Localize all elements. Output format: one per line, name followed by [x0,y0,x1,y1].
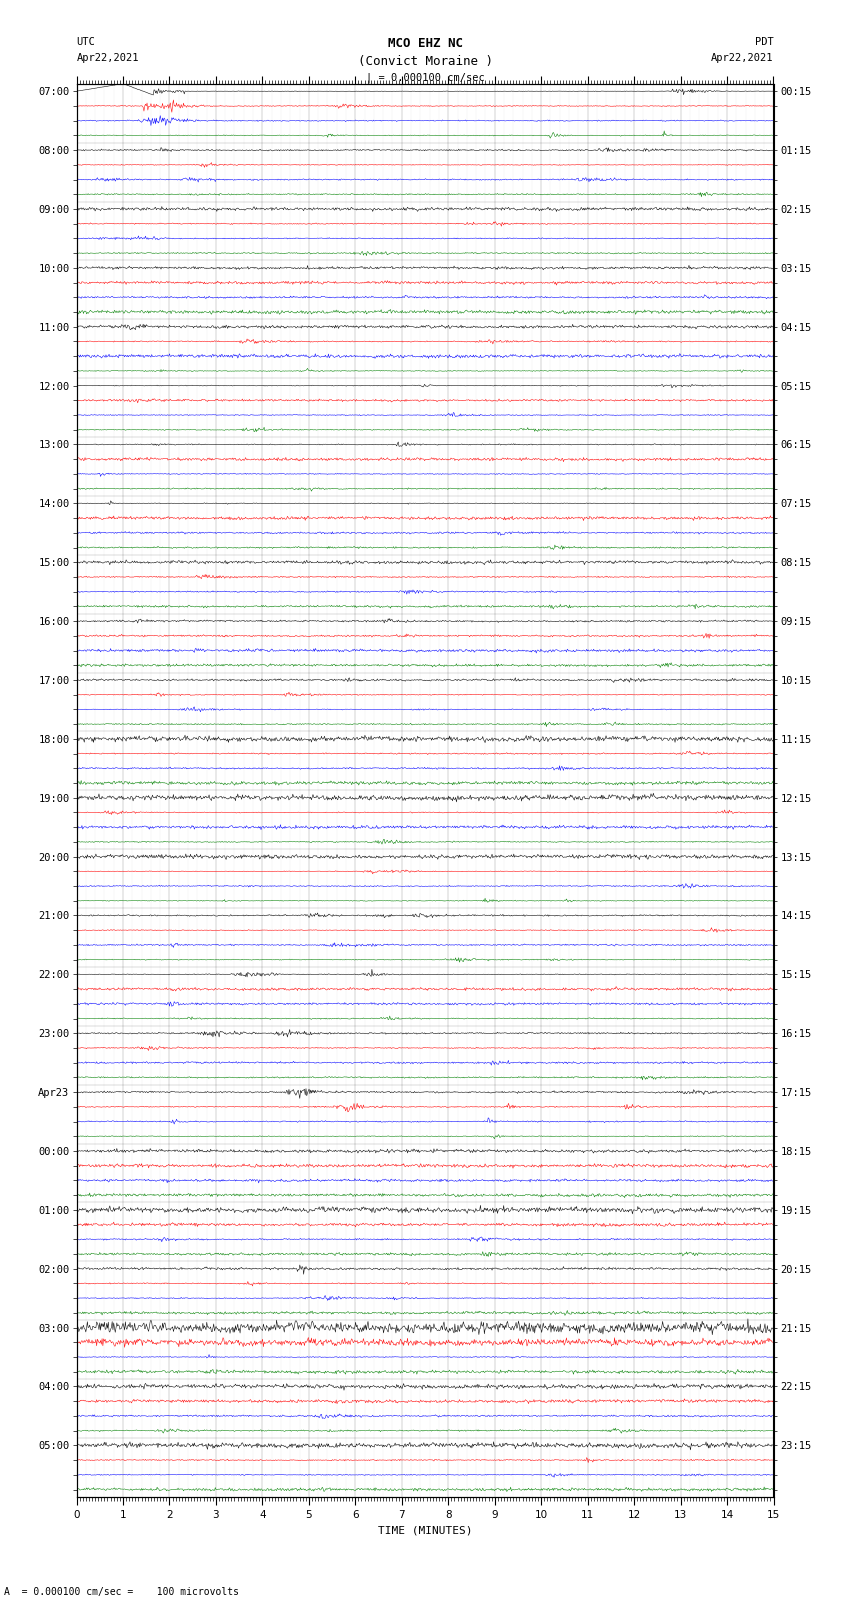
Text: Apr22,2021: Apr22,2021 [76,53,139,63]
Text: A  = 0.000100 cm/sec =    100 microvolts: A = 0.000100 cm/sec = 100 microvolts [4,1587,239,1597]
Text: MCO EHZ NC: MCO EHZ NC [388,37,462,50]
Text: (Convict Moraine ): (Convict Moraine ) [358,55,492,68]
Text: Apr22,2021: Apr22,2021 [711,53,774,63]
Text: PDT: PDT [755,37,774,47]
Text: | = 0.000100 cm/sec: | = 0.000100 cm/sec [366,73,484,84]
X-axis label: TIME (MINUTES): TIME (MINUTES) [377,1526,473,1536]
Text: UTC: UTC [76,37,95,47]
